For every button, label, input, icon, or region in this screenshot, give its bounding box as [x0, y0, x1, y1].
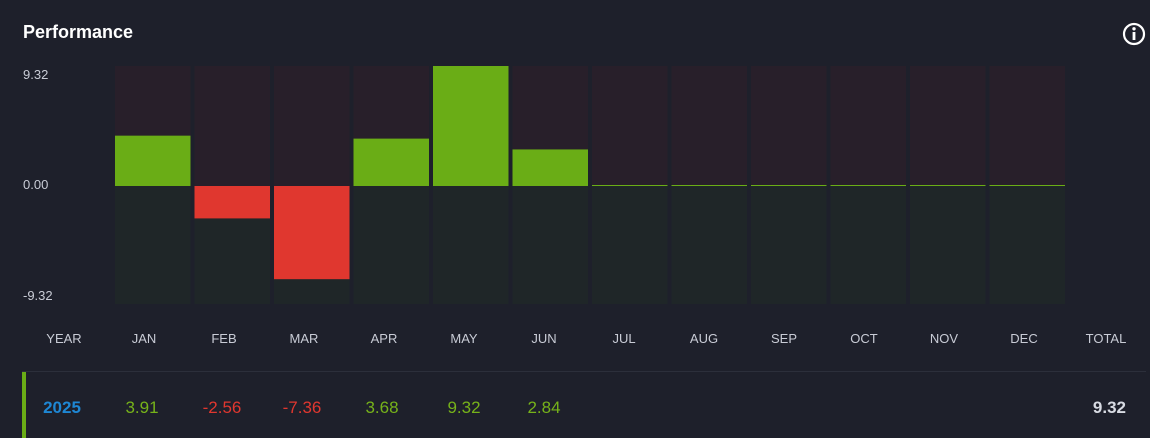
header-mar: MAR [289, 331, 319, 346]
bar-feb[interactable] [194, 186, 271, 219]
header-aug: AUG [689, 331, 719, 346]
header-jul: JUL [612, 331, 636, 346]
row-value-feb: -2.56 [202, 398, 242, 417]
bar-mar[interactable] [274, 186, 350, 280]
column-bg-positive-jul [592, 66, 668, 186]
bar-jul[interactable] [592, 185, 668, 186]
table-row[interactable]: 2025 3.91 -2.56 -7.36 3.68 9.32 2.84 9.3… [22, 371, 1146, 438]
bar-jan[interactable] [115, 135, 191, 186]
bar-may[interactable] [433, 66, 509, 186]
header-oct: OCT [850, 331, 878, 346]
info-icon[interactable] [1122, 22, 1146, 46]
column-bg-negative-dec [989, 186, 1065, 304]
y-tick-max: 9.32 [23, 67, 49, 82]
column-bg-positive-sep [751, 66, 827, 186]
header-jun: JUN [531, 331, 557, 346]
column-bg-negative-may [433, 186, 509, 304]
performance-chart [115, 66, 1066, 304]
bar-aug[interactable] [671, 185, 748, 186]
bar-jun[interactable] [512, 149, 589, 186]
row-value-jun: 2.84 [527, 398, 561, 417]
column-bg-negative-jun [512, 186, 588, 304]
header-jan: JAN [131, 331, 157, 346]
column-bg-negative-aug [671, 186, 747, 304]
header-total: TOTAL [1085, 331, 1127, 346]
column-bg-negative-jul [592, 186, 668, 304]
row-year[interactable]: 2025 [43, 398, 81, 417]
bar-sep[interactable] [751, 185, 827, 186]
column-bg-positive-mar [274, 66, 350, 186]
row-accent-bar [22, 372, 26, 438]
header-nov: NOV [929, 331, 959, 346]
column-bg-positive-feb [194, 66, 270, 186]
column-bg-negative-nov [910, 186, 986, 304]
row-total: 9.32 [1092, 398, 1126, 417]
table-header: YEAR JAN FEB MAR APR MAY JUN JUL AUG SEP… [0, 331, 1150, 347]
row-value-jan: 3.91 [125, 398, 159, 417]
row-value-mar: -7.36 [282, 398, 322, 417]
column-bg-negative-oct [830, 186, 906, 304]
column-bg-negative-jan [115, 186, 191, 304]
column-bg-positive-oct [830, 66, 906, 186]
row-value-apr: 3.68 [365, 398, 399, 417]
header-year: YEAR [46, 331, 82, 346]
row-value-may: 9.32 [447, 398, 481, 417]
bar-oct[interactable] [830, 185, 907, 186]
column-bg-positive-dec [989, 66, 1065, 186]
y-tick-zero: 0.00 [23, 177, 49, 192]
bar-apr[interactable] [353, 138, 430, 186]
column-bg-positive-nov [910, 66, 986, 186]
column-bg-negative-apr [353, 186, 429, 304]
bar-dec[interactable] [989, 185, 1066, 186]
header-dec: DEC [1010, 331, 1038, 346]
header-sep: SEP [770, 331, 797, 346]
header-may: MAY [450, 331, 478, 346]
header-feb: FEB [211, 331, 237, 346]
column-bg-negative-sep [751, 186, 827, 304]
y-tick-min: -9.32 [23, 288, 53, 303]
page-title: Performance [23, 22, 134, 42]
bar-nov[interactable] [910, 185, 986, 186]
header-apr: APR [370, 331, 398, 346]
column-bg-positive-aug [671, 66, 747, 186]
